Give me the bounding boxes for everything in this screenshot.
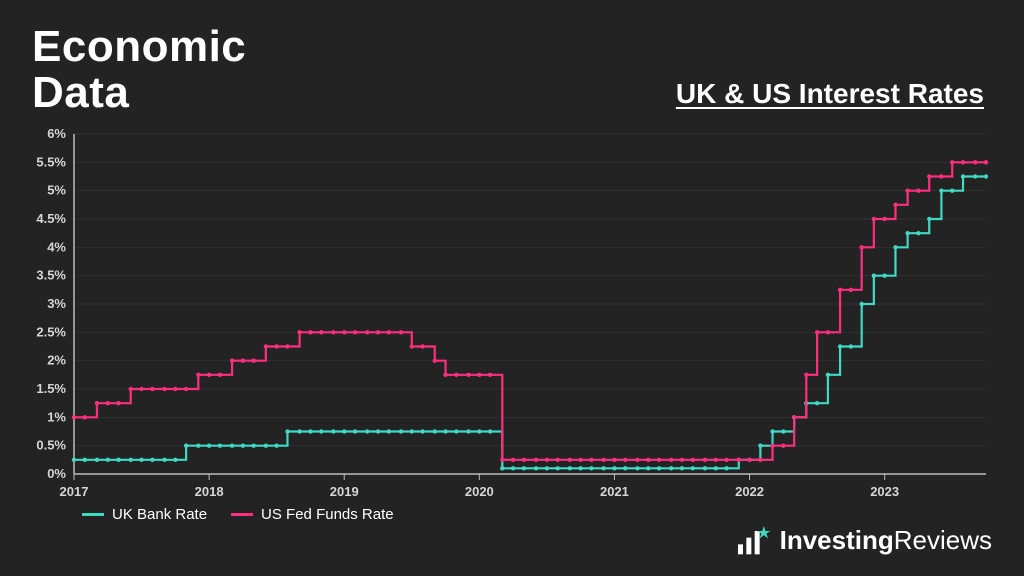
svg-text:2018: 2018: [195, 484, 224, 499]
brand-logo: InvestingReviews: [736, 525, 992, 556]
svg-text:2017: 2017: [60, 484, 89, 499]
legend-label-uk: UK Bank Rate: [112, 506, 207, 523]
chart-legend: UK Bank Rate US Fed Funds Rate: [82, 506, 394, 523]
svg-text:6%: 6%: [47, 128, 66, 141]
svg-text:5%: 5%: [47, 183, 66, 198]
svg-text:1.5%: 1.5%: [36, 381, 66, 396]
legend-swatch-uk: [82, 513, 104, 516]
svg-text:5.5%: 5.5%: [36, 154, 66, 169]
legend-swatch-us: [231, 513, 253, 516]
brand-text-1: Investing: [780, 525, 894, 555]
svg-text:4.5%: 4.5%: [36, 211, 66, 226]
svg-text:2020: 2020: [465, 484, 494, 499]
svg-text:4%: 4%: [47, 239, 66, 254]
page-title: EconomicData: [32, 24, 246, 116]
svg-text:2.5%: 2.5%: [36, 324, 66, 339]
legend-item-uk: UK Bank Rate: [82, 506, 207, 523]
svg-text:0%: 0%: [47, 466, 66, 481]
svg-text:2%: 2%: [47, 353, 66, 368]
svg-text:0.5%: 0.5%: [36, 438, 66, 453]
svg-text:2021: 2021: [600, 484, 629, 499]
brand-bars-icon: [736, 526, 770, 556]
svg-text:2019: 2019: [330, 484, 359, 499]
rates-step-chart: 0% 0.5% 1% 1.5% 2% 2.5% 3% 3.5% 4% 4.5% 5% 5.5% 6% 20…: [20, 128, 1000, 508]
svg-text:2022: 2022: [735, 484, 764, 499]
svg-text:3.5%: 3.5%: [36, 268, 66, 283]
legend-label-us: US Fed Funds Rate: [261, 506, 394, 523]
svg-text:3%: 3%: [47, 296, 66, 311]
svg-text:1%: 1%: [47, 409, 66, 424]
legend-item-us: US Fed Funds Rate: [231, 506, 394, 523]
svg-text:2023: 2023: [870, 484, 899, 499]
brand-text-2: Reviews: [894, 525, 992, 555]
chart-subtitle: UK & US Interest Rates: [676, 78, 984, 110]
